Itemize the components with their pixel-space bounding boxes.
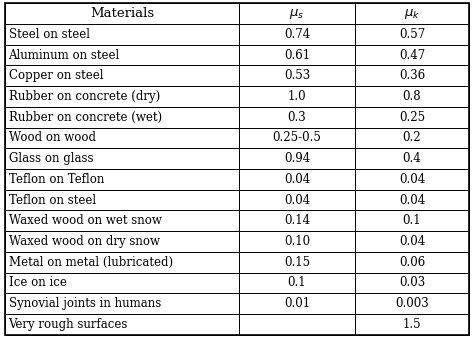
Bar [239,210,355,231]
Bar [239,66,355,86]
Text: Materials: Materials [90,7,154,20]
Text: Copper on steel: Copper on steel [9,69,103,82]
Bar [239,169,355,190]
Text: 0.53: 0.53 [284,69,310,82]
Text: 0.61: 0.61 [284,49,310,62]
Bar [239,252,355,272]
Bar [239,293,355,314]
Bar [239,127,355,148]
Bar [355,127,469,148]
Text: 0.36: 0.36 [399,69,425,82]
Bar [239,24,355,45]
Bar [5,272,239,293]
Bar [355,210,469,231]
Bar [5,107,239,127]
Text: Wood on wood: Wood on wood [9,131,96,144]
Text: Glass on glass: Glass on glass [9,152,93,165]
Bar [239,190,355,210]
Text: 0.8: 0.8 [402,90,421,103]
Text: Steel on steel: Steel on steel [9,28,90,41]
Text: Aluminum on steel: Aluminum on steel [9,49,120,62]
Text: 1.5: 1.5 [402,318,421,331]
Bar [5,252,239,272]
Bar [5,45,239,66]
Text: 0.04: 0.04 [399,194,425,207]
Bar [355,45,469,66]
Text: 0.04: 0.04 [399,235,425,248]
Bar [355,252,469,272]
Text: 0.94: 0.94 [284,152,310,165]
Bar [239,231,355,252]
Bar [355,24,469,45]
Bar [5,210,239,231]
Bar [5,293,239,314]
Text: 0.1: 0.1 [402,214,421,227]
Text: 0.10: 0.10 [284,235,310,248]
Bar [355,169,469,190]
Text: Teflon on Teflon: Teflon on Teflon [9,173,104,186]
Text: 0.15: 0.15 [284,256,310,269]
Text: 0.1: 0.1 [288,276,306,289]
Text: 0.2: 0.2 [402,131,421,144]
Text: 0.25: 0.25 [399,111,425,124]
Bar [5,66,239,86]
Text: Synovial joints in humans: Synovial joints in humans [9,297,161,310]
Text: 1.0: 1.0 [288,90,306,103]
Bar [355,107,469,127]
Bar [5,24,239,45]
Bar [355,86,469,107]
Bar [239,45,355,66]
Bar [355,190,469,210]
Bar [5,148,239,169]
Text: 0.03: 0.03 [399,276,425,289]
Text: 0.01: 0.01 [284,297,310,310]
Text: 0.04: 0.04 [284,194,310,207]
Bar [355,314,469,335]
Bar [239,314,355,335]
Bar [5,3,239,24]
Bar [5,169,239,190]
Text: 0.4: 0.4 [402,152,421,165]
Bar [5,86,239,107]
Text: Rubber on concrete (wet): Rubber on concrete (wet) [9,111,162,124]
Bar [239,107,355,127]
Text: Metal on metal (lubricated): Metal on metal (lubricated) [9,256,173,269]
Bar [239,272,355,293]
Text: 0.25-0.5: 0.25-0.5 [273,131,321,144]
Bar [5,314,239,335]
Bar [239,148,355,169]
Text: 0.04: 0.04 [399,173,425,186]
Text: 0.57: 0.57 [399,28,425,41]
Text: Waxed wood on wet snow: Waxed wood on wet snow [9,214,162,227]
Text: 0.04: 0.04 [284,173,310,186]
Text: 0.06: 0.06 [399,256,425,269]
Text: Very rough surfaces: Very rough surfaces [9,318,128,331]
Text: 0.47: 0.47 [399,49,425,62]
Text: Rubber on concrete (dry): Rubber on concrete (dry) [9,90,160,103]
Bar [355,231,469,252]
Text: 0.3: 0.3 [288,111,306,124]
Text: $\mu_k$: $\mu_k$ [404,7,420,21]
Bar [355,272,469,293]
Text: 0.74: 0.74 [284,28,310,41]
Bar [5,127,239,148]
Text: 0.003: 0.003 [395,297,429,310]
Bar [5,190,239,210]
Text: Ice on ice: Ice on ice [9,276,66,289]
Bar [355,66,469,86]
Text: Teflon on steel: Teflon on steel [9,194,96,207]
Bar [5,231,239,252]
Text: Waxed wood on dry snow: Waxed wood on dry snow [9,235,160,248]
Bar [239,3,355,24]
Text: $\mu_s$: $\mu_s$ [289,7,304,21]
Text: 0.14: 0.14 [284,214,310,227]
Bar [355,293,469,314]
Bar [355,148,469,169]
Bar [239,86,355,107]
Bar [355,3,469,24]
